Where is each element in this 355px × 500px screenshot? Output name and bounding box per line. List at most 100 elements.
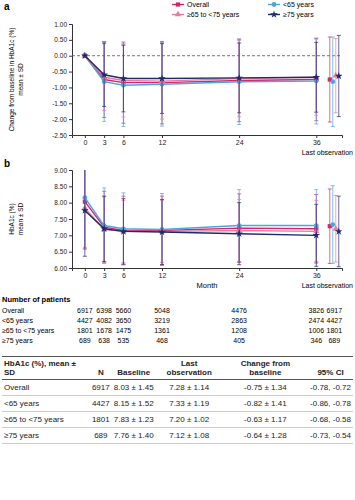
marker	[158, 228, 166, 235]
error-bar	[102, 42, 106, 121]
legend-marker	[176, 2, 180, 6]
series-line	[85, 198, 316, 230]
patients-count: 689	[328, 337, 340, 344]
x-axis-line	[73, 269, 343, 272]
error-bar	[237, 39, 241, 125]
table-row: ≥75 years6897.76 ± 1.407.12 ± 1.08-0.64 …	[2, 428, 353, 444]
legend-marker	[175, 11, 181, 17]
panel: b6.006.507.007.508.008.509.00036122436Hb…	[4, 148, 353, 290]
patients-count: 3826	[308, 307, 324, 314]
table-cell: 689	[90, 428, 112, 444]
table-cell: -0.86, -0.78	[308, 396, 353, 412]
patients-count: 689	[79, 337, 91, 344]
y-axis-tick-label: 8.00	[54, 199, 67, 206]
x-axis-tick-label: 36	[313, 139, 321, 146]
y-axis-tick-label: 8.50	[54, 183, 67, 190]
y-axis-tick-label: 6.00	[54, 265, 67, 272]
y-axis-tick-label: -1.50	[52, 100, 67, 107]
patients-table: Number of patientsOverall691763985660504…	[2, 295, 342, 345]
series-line	[85, 56, 316, 81]
x-axis-tick: 24	[236, 135, 244, 146]
x-axis-tick-label: 0	[83, 272, 87, 279]
patients-row-label: <65 years	[2, 317, 33, 325]
y-axis-tick-mark	[69, 87, 72, 88]
y-axis-tick-mark	[69, 235, 72, 236]
legend-marker	[270, 10, 278, 17]
figure: a -2.50-2.00-1.50-1.00-0.500.000.501.00 0 3…	[0, 0, 355, 354]
x-axis-tick-label: 24	[236, 272, 244, 279]
y-axis-tick-label: 7.50	[54, 216, 67, 223]
x-axis-tick-mark	[316, 135, 317, 138]
patients-row-label: ≥65 to <75 years	[2, 327, 55, 335]
marker	[335, 72, 342, 79]
y-axis-title: mean ± SD	[17, 202, 24, 235]
patients-count: 3219	[154, 317, 170, 324]
panel-title: a	[4, 1, 10, 12]
table-header-row: HbA1c (%), mean ± SDNBaselineLast observ…	[2, 357, 353, 380]
plot-area	[81, 170, 342, 267]
table-header-cell: 95% CI	[308, 357, 353, 380]
x-axis-tick: 36	[313, 268, 321, 279]
y-axis-tick-mark	[69, 56, 72, 57]
x-axis-tick-mark	[85, 135, 86, 138]
x-axis-title: Month	[197, 281, 218, 290]
table-cell: -0.68, -0.58	[308, 412, 353, 428]
y-axis: -2.50-2.00-1.50-1.00-0.500.000.501.00	[52, 21, 72, 139]
x-axis-tick-mark	[239, 135, 240, 138]
y-axis-tick: -0.50	[52, 68, 72, 75]
marker	[81, 52, 89, 59]
legend-item: <65 years	[268, 1, 314, 9]
x-axis-tick-mark	[123, 135, 124, 138]
series	[83, 170, 332, 265]
y-axis-tick: 7.50	[54, 216, 72, 223]
patients-count: 5660	[116, 307, 132, 314]
y-axis-tick-mark	[69, 135, 72, 136]
y-axis-tick-mark	[69, 103, 72, 104]
table-cell: 7.12 ± 1.08	[156, 428, 223, 444]
patients-count: 1006	[308, 327, 324, 334]
y-axis-tick-label: -2.50	[52, 132, 67, 139]
last-observation-label: Last observation	[302, 149, 353, 156]
y-axis-title: mean ± SD	[17, 63, 24, 96]
marker	[312, 73, 320, 80]
y-axis-tick-mark	[69, 268, 72, 269]
error-bar	[121, 44, 125, 126]
y-axis-tick-label: 0.50	[54, 36, 67, 43]
series	[81, 170, 342, 267]
patients-row-label: Overall	[2, 307, 25, 314]
y-axis-tick-label: 9.00	[54, 167, 67, 174]
marker	[81, 207, 89, 214]
table-header-cell: Baseline	[112, 357, 156, 380]
x-axis-tick-mark	[162, 135, 163, 138]
x-axis-tick-mark	[316, 268, 317, 271]
x-axis-tick: 36	[313, 135, 321, 146]
table-cell: Overall	[2, 380, 90, 396]
y-axis-tick-mark	[69, 170, 72, 171]
y-axis-tick-mark	[69, 203, 72, 204]
y-axis-tick: 8.50	[54, 183, 72, 190]
y-axis-tick-mark	[69, 186, 72, 187]
table-cell: -0.82 ± 1.41	[223, 396, 308, 412]
y-axis-tick: 6.50	[54, 248, 72, 255]
x-axis-tick: 12	[159, 268, 167, 279]
x-axis-tick-label: 6	[122, 139, 126, 146]
x-axis-tick: 0	[83, 268, 87, 279]
series-line	[85, 211, 316, 236]
error-bar	[83, 170, 87, 256]
x-axis-tick-mark	[239, 268, 240, 271]
y-axis-tick-mark	[69, 119, 72, 120]
table-cell: 4427	[90, 396, 112, 412]
table-cell: -0.63 ± 1.17	[223, 412, 308, 428]
table-header-cell: N	[90, 357, 112, 380]
marker	[100, 71, 108, 78]
y-axis-title: HbA1c (%)	[8, 203, 16, 234]
series	[82, 37, 335, 126]
y-axis-tick: 0.50	[54, 36, 72, 43]
table-row: <65 years44278.15 ± 1.527.33 ± 1.19-0.82…	[2, 396, 353, 412]
patients-count: 1475	[116, 327, 132, 334]
table-header-cell: Change from baseline	[223, 357, 308, 380]
marker	[235, 74, 243, 81]
marker	[120, 75, 128, 82]
table-header-cell: Last observation	[156, 357, 223, 380]
x-axis-tick-mark	[162, 268, 163, 271]
